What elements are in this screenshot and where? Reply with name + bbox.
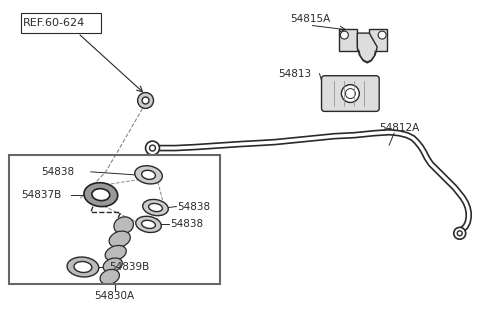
Text: REF.60-624: REF.60-624 — [23, 18, 85, 28]
FancyBboxPatch shape — [322, 76, 379, 111]
Bar — [9, 155, 220, 284]
Ellipse shape — [103, 258, 122, 272]
Ellipse shape — [105, 245, 126, 261]
Circle shape — [150, 145, 156, 151]
Ellipse shape — [136, 216, 161, 233]
Ellipse shape — [142, 220, 156, 229]
Circle shape — [346, 89, 355, 99]
Text: 54815A: 54815A — [290, 14, 330, 24]
Text: 54813: 54813 — [278, 69, 311, 79]
Ellipse shape — [114, 217, 133, 234]
Ellipse shape — [74, 262, 92, 272]
Text: 54838: 54838 — [41, 167, 74, 177]
Circle shape — [145, 141, 159, 155]
Text: 54838: 54838 — [170, 219, 204, 230]
Text: 54839B: 54839B — [109, 262, 149, 272]
Text: 54837B: 54837B — [21, 190, 61, 200]
Circle shape — [454, 227, 466, 239]
Circle shape — [341, 85, 360, 103]
Ellipse shape — [109, 231, 130, 248]
Polygon shape — [357, 33, 377, 63]
Ellipse shape — [149, 203, 162, 211]
Ellipse shape — [142, 170, 156, 179]
Bar — [369, 29, 387, 51]
Circle shape — [340, 31, 348, 39]
Circle shape — [138, 93, 154, 109]
Text: 54838: 54838 — [178, 202, 211, 211]
Ellipse shape — [143, 199, 168, 216]
Ellipse shape — [100, 269, 120, 285]
Bar — [21, 13, 101, 33]
Circle shape — [378, 31, 386, 39]
Circle shape — [142, 97, 149, 104]
Ellipse shape — [84, 183, 118, 207]
Text: 54830A: 54830A — [95, 291, 135, 301]
Ellipse shape — [135, 166, 162, 184]
Circle shape — [457, 231, 462, 236]
Text: 54812A: 54812A — [379, 123, 420, 133]
Bar — [339, 29, 357, 51]
Ellipse shape — [92, 189, 110, 201]
Ellipse shape — [67, 257, 99, 277]
